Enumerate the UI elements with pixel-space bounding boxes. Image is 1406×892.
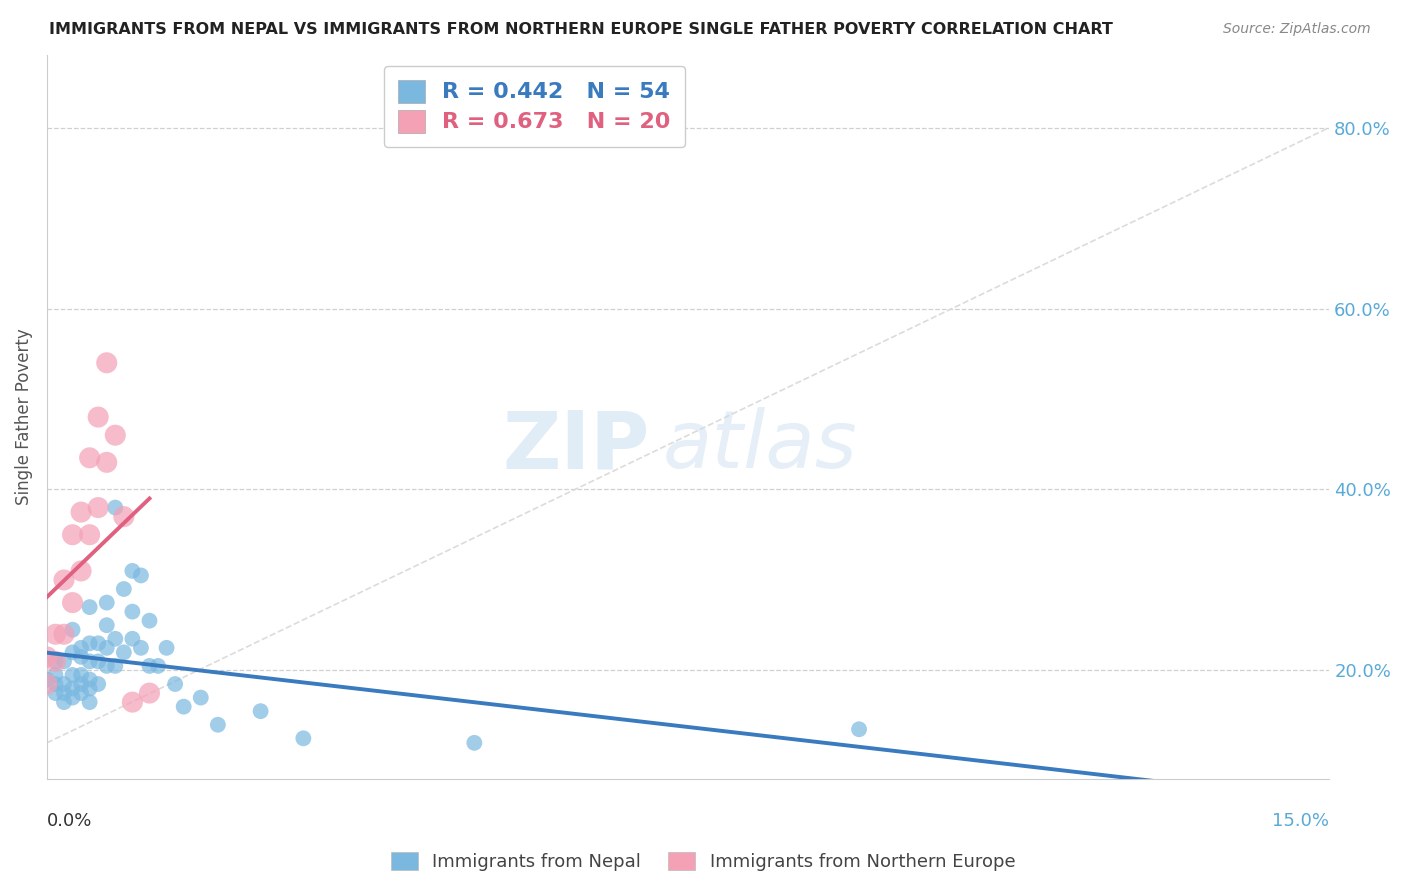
- Point: [104, 632, 127, 646]
- Point: [87, 654, 110, 668]
- Point: [96, 356, 118, 370]
- Point: [79, 450, 101, 465]
- Point: [44, 668, 66, 682]
- Point: [44, 627, 66, 641]
- Point: [70, 677, 93, 691]
- Point: [121, 605, 143, 619]
- Point: [104, 428, 127, 442]
- Point: [44, 677, 66, 691]
- Point: [62, 668, 84, 682]
- Point: [87, 500, 110, 515]
- Point: [62, 596, 84, 610]
- Text: 15.0%: 15.0%: [1272, 812, 1329, 830]
- Point: [79, 695, 101, 709]
- Point: [112, 509, 135, 524]
- Point: [104, 659, 127, 673]
- Point: [70, 686, 93, 700]
- Text: IMMIGRANTS FROM NEPAL VS IMMIGRANTS FROM NORTHERN EUROPE SINGLE FATHER POVERTY C: IMMIGRANTS FROM NEPAL VS IMMIGRANTS FROM…: [49, 22, 1114, 37]
- Point: [249, 704, 271, 718]
- Point: [146, 659, 169, 673]
- Point: [96, 640, 118, 655]
- Point: [129, 640, 152, 655]
- Point: [190, 690, 212, 705]
- Point: [96, 659, 118, 673]
- Point: [79, 600, 101, 615]
- Point: [53, 573, 76, 587]
- Point: [53, 695, 76, 709]
- Point: [53, 627, 76, 641]
- Point: [62, 690, 84, 705]
- Point: [35, 649, 58, 664]
- Point: [70, 649, 93, 664]
- Point: [121, 632, 143, 646]
- Point: [96, 618, 118, 632]
- Point: [70, 505, 93, 519]
- Point: [53, 677, 76, 691]
- Point: [53, 686, 76, 700]
- Text: atlas: atlas: [662, 407, 858, 485]
- Point: [121, 564, 143, 578]
- Point: [79, 673, 101, 687]
- Point: [35, 673, 58, 687]
- Point: [62, 645, 84, 659]
- Point: [112, 645, 135, 659]
- Point: [173, 699, 195, 714]
- Point: [79, 681, 101, 696]
- Point: [848, 723, 870, 737]
- Point: [292, 731, 315, 746]
- Point: [155, 640, 177, 655]
- Point: [87, 677, 110, 691]
- Point: [44, 654, 66, 668]
- Point: [70, 668, 93, 682]
- Point: [70, 640, 93, 655]
- Point: [62, 681, 84, 696]
- Point: [112, 582, 135, 596]
- Point: [35, 677, 58, 691]
- Point: [138, 614, 160, 628]
- Text: ZIP: ZIP: [502, 407, 650, 485]
- Point: [87, 410, 110, 425]
- Legend: Immigrants from Nepal, Immigrants from Northern Europe: Immigrants from Nepal, Immigrants from N…: [384, 846, 1022, 879]
- Point: [44, 686, 66, 700]
- Point: [79, 527, 101, 541]
- Point: [62, 623, 84, 637]
- Point: [96, 455, 118, 469]
- Point: [104, 500, 127, 515]
- Point: [96, 596, 118, 610]
- Point: [87, 636, 110, 650]
- Point: [44, 654, 66, 668]
- Point: [138, 659, 160, 673]
- Point: [129, 568, 152, 582]
- Point: [463, 736, 485, 750]
- Text: 0.0%: 0.0%: [46, 812, 93, 830]
- Point: [121, 695, 143, 709]
- Legend: R = 0.442   N = 54, R = 0.673   N = 20: R = 0.442 N = 54, R = 0.673 N = 20: [384, 65, 685, 147]
- Point: [79, 654, 101, 668]
- Point: [62, 527, 84, 541]
- Point: [138, 686, 160, 700]
- Point: [53, 654, 76, 668]
- Text: Source: ZipAtlas.com: Source: ZipAtlas.com: [1223, 22, 1371, 37]
- Point: [70, 564, 93, 578]
- Y-axis label: Single Father Poverty: Single Father Poverty: [15, 329, 32, 506]
- Point: [165, 677, 187, 691]
- Point: [207, 717, 229, 731]
- Point: [79, 636, 101, 650]
